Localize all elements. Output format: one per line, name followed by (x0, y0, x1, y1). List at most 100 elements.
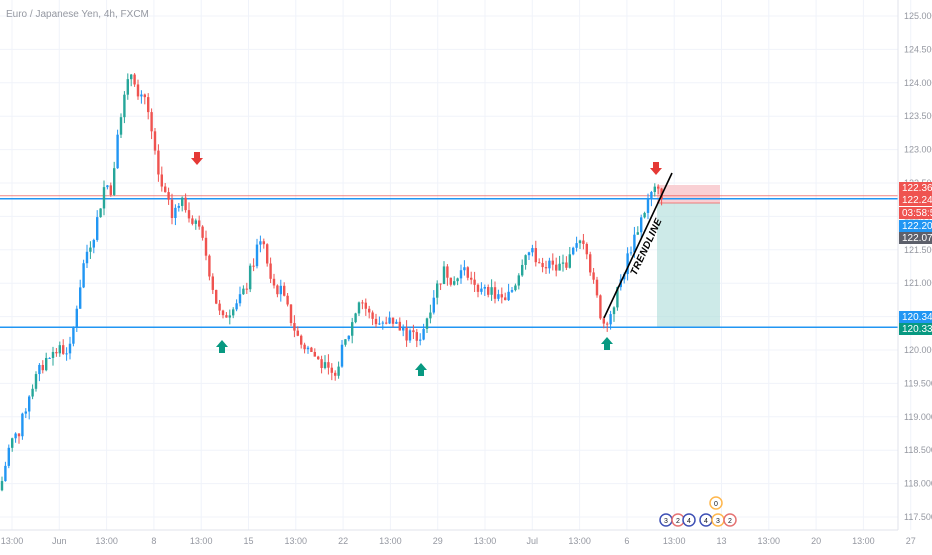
symbol-header[interactable]: Euro / Japanese Yen, 4h, FXCM (6, 4, 149, 22)
candle-body (344, 339, 347, 345)
horizontal-levels[interactable] (0, 195, 898, 329)
candle-body (259, 241, 262, 245)
candle-body (449, 277, 452, 285)
candle-body (198, 220, 201, 227)
candle-body (79, 287, 82, 309)
arrow-down-icon[interactable] (650, 162, 662, 175)
candle-body (640, 217, 643, 233)
candle-body (415, 332, 418, 341)
stop-loss-zone[interactable] (657, 185, 720, 204)
x-tick-label: 13:00 (379, 536, 402, 546)
price-tag-label: 122.079 (902, 233, 932, 244)
candle-body (320, 359, 323, 369)
candle-body (354, 313, 357, 323)
candle-body (225, 315, 228, 318)
candle-body (150, 112, 153, 132)
x-tick-label: Jul (527, 536, 539, 546)
candle-body (293, 323, 296, 331)
candle-body (609, 314, 612, 325)
candle-body (544, 267, 548, 269)
arrow-up-icon[interactable] (601, 337, 613, 350)
candle-body (521, 264, 524, 276)
candle-body (51, 352, 55, 358)
x-tick-label: 13:00 (852, 536, 875, 546)
price-tag (899, 323, 932, 335)
event-badge-count: 4 (687, 518, 691, 525)
candle-body (633, 234, 636, 253)
take-profit-zone[interactable] (657, 203, 720, 328)
y-tick-label: 121.500 (904, 245, 932, 255)
candle-body (242, 288, 245, 295)
arrow-down-icon[interactable] (191, 152, 203, 165)
x-tick-label: 13:00 (1, 536, 24, 546)
candle-body (425, 318, 429, 329)
candle-body (123, 94, 126, 118)
candle-body (38, 364, 41, 375)
trendline[interactable] (603, 172, 673, 319)
candle-body (266, 244, 269, 264)
candle-body (11, 438, 14, 448)
candle-body (208, 255, 211, 277)
candle-body (300, 335, 303, 345)
candle-body (548, 260, 551, 269)
arrow-up-icon[interactable] (415, 363, 427, 376)
candle-body (368, 308, 371, 313)
candle-body (232, 309, 235, 316)
candle-body (133, 74, 136, 85)
candle-body (279, 285, 282, 295)
candle-body (463, 267, 466, 271)
candle-body (456, 278, 459, 282)
candle-body (568, 254, 571, 268)
candle-body (215, 289, 218, 304)
price-tag-label: 03:58:51 (902, 208, 932, 219)
candle-body (218, 303, 221, 311)
candle-body (561, 262, 565, 264)
price-tag-label: 122.364 (902, 183, 932, 194)
candle-body (187, 210, 191, 219)
x-tick-label: 13 (716, 536, 726, 546)
y-tick-label: 118.500 (904, 445, 932, 455)
candle-body (28, 396, 31, 412)
price-tag-label: 120.340 (902, 312, 932, 323)
candle-body (412, 330, 415, 333)
candle-body (578, 240, 582, 244)
candle-body (422, 328, 425, 340)
candle-body (313, 351, 316, 357)
price-tag (899, 182, 932, 194)
event-badge-icon[interactable] (723, 513, 737, 527)
candle-body (364, 302, 367, 309)
candle-body (41, 364, 44, 371)
candle-body (476, 284, 480, 292)
candle-body (538, 262, 541, 264)
candle-body (65, 353, 68, 355)
candle-body (650, 191, 653, 200)
candle-body (262, 241, 265, 245)
event-badge-icon[interactable] (709, 496, 723, 510)
arrow-up-icon[interactable] (216, 340, 228, 353)
candle-body (177, 205, 180, 208)
event-badges[interactable]: 3 2 4 4 3 20 (659, 496, 737, 527)
candle-body (459, 270, 463, 279)
position-zones[interactable] (657, 185, 720, 328)
event-badge-icon[interactable] (682, 513, 696, 527)
candle-body (592, 272, 595, 280)
candle-body (102, 187, 106, 209)
candle-body (24, 411, 27, 414)
candle-body (68, 343, 72, 354)
candle-body (602, 318, 605, 324)
event-badge-count: 3 (664, 518, 668, 525)
x-tick-label: 20 (811, 536, 821, 546)
candle-body (283, 285, 286, 296)
x-tick-label: 29 (433, 536, 443, 546)
candle-body (4, 465, 7, 482)
y-tick-label: 119.000 (904, 412, 932, 422)
candle-body (653, 186, 656, 192)
annotations[interactable]: TRENDLINE (191, 152, 673, 376)
candle-body (646, 199, 650, 213)
y-tick-label: 119.500 (904, 378, 932, 388)
y-tick-label: 124.000 (904, 78, 932, 88)
x-tick-label: 13:00 (190, 536, 213, 546)
candle-body (629, 252, 633, 254)
